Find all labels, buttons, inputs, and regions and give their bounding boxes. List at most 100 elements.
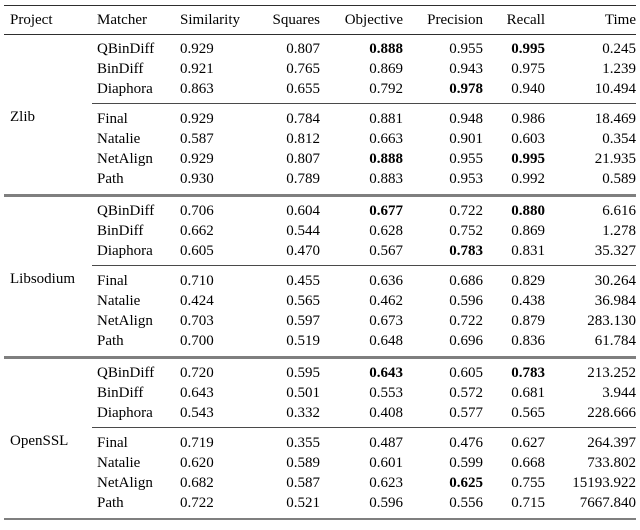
col-header-similarity: Similarity: [176, 5, 264, 35]
results-table: Project Matcher Similarity Squares Objec…: [4, 5, 636, 520]
time-cell: 264.397: [545, 427, 636, 453]
time-cell: 35.327: [594, 243, 636, 259]
table-row: BinDiff 0.921 0.765 0.869 0.943 0.975 1.239: [4, 59, 636, 79]
matcher-cell: BinDiff: [97, 223, 144, 239]
col-header-matcher: Matcher: [92, 5, 176, 35]
objective-cell: 0.883: [369, 171, 403, 187]
time-cell: 3.944: [602, 385, 636, 401]
precision-cell: 0.625: [449, 475, 483, 491]
table-row: Natalie 0.620 0.589 0.601 0.599 0.668 733.802: [4, 453, 636, 473]
precision-cell: 0.577: [449, 405, 483, 421]
precision-cell: 0.783: [449, 243, 483, 259]
precision-cell: 0.752: [449, 223, 483, 239]
time-cell: 61.784: [594, 333, 636, 349]
objective-cell: 0.628: [369, 223, 403, 239]
time-cell: 7667.840: [579, 495, 636, 511]
matcher-cell: BinDiff: [97, 385, 144, 401]
table-row: Diaphora 0.605 0.470 0.567 0.783 0.831 35.327: [4, 241, 636, 266]
matcher-cell: Natalie: [97, 293, 141, 309]
col-header-squares: Squares: [264, 5, 320, 35]
recall-cell: 0.438: [511, 293, 545, 309]
squares-cell: 0.521: [286, 495, 320, 511]
project-label: OpenSSL: [10, 432, 69, 449]
recall-cell: 0.603: [511, 131, 545, 147]
matcher-cell: Final: [92, 427, 176, 453]
similarity-cell: 0.706: [180, 203, 214, 219]
similarity-cell: 0.620: [180, 455, 214, 471]
table-row: Natalie 0.587 0.812 0.663 0.901 0.603 0.354: [4, 129, 636, 149]
objective-cell: 0.792: [369, 81, 403, 97]
squares-cell: 0.501: [286, 385, 320, 401]
squares-cell: 0.589: [286, 455, 320, 471]
recall-cell: 0.829: [483, 265, 545, 291]
recall-cell: 0.627: [483, 427, 545, 453]
matcher-cell: QBinDiff: [97, 365, 155, 381]
table-row: NetAlign 0.703 0.597 0.673 0.722 0.879 283.130: [4, 311, 636, 331]
matcher-cell: Diaphora: [97, 243, 153, 259]
recall-cell: 0.869: [511, 223, 545, 239]
similarity-cell: 0.424: [180, 293, 214, 309]
matcher-cell: Final: [92, 103, 176, 129]
time-cell: 733.802: [587, 455, 636, 471]
similarity-cell: 0.720: [180, 365, 214, 381]
similarity-cell: 0.719: [176, 427, 264, 453]
project-label: Zlib: [10, 108, 35, 125]
time-cell: 0.589: [602, 171, 636, 187]
matcher-cell: NetAlign: [97, 475, 153, 491]
similarity-cell: 0.930: [180, 171, 214, 187]
matcher-cell: Path: [97, 171, 124, 187]
table-row: Path 0.930 0.789 0.883 0.953 0.992 0.589: [4, 169, 636, 196]
squares-cell: 0.604: [286, 203, 320, 219]
table-row: Zlib QBinDiff 0.929 0.807 0.888 0.955 0.995 0.2…: [4, 35, 636, 125]
table-row: Path 0.722 0.521 0.596 0.556 0.715 7667.840: [4, 493, 636, 519]
precision-cell: 0.948: [403, 103, 483, 129]
precision-cell: 0.686: [403, 265, 483, 291]
table-row: Final 0.929 0.784 0.881 0.948 0.986 18.469: [4, 103, 636, 129]
precision-cell: 0.901: [449, 131, 483, 147]
matcher-cell: Final: [92, 265, 176, 291]
table-row: NetAlign 0.929 0.807 0.888 0.955 0.995 21.935: [4, 149, 636, 169]
table-row: NetAlign 0.682 0.587 0.623 0.625 0.755 15193.9…: [4, 473, 636, 493]
precision-cell: 0.572: [449, 385, 483, 401]
similarity-cell: 0.722: [180, 495, 214, 511]
recall-cell: 0.836: [511, 333, 545, 349]
precision-cell: 0.476: [403, 427, 483, 453]
squares-cell: 0.807: [286, 41, 320, 57]
objective-cell: 0.487: [320, 427, 403, 453]
similarity-cell: 0.929: [176, 103, 264, 129]
similarity-cell: 0.863: [180, 81, 214, 97]
similarity-cell: 0.587: [180, 131, 214, 147]
recall-cell: 0.681: [511, 385, 545, 401]
objective-cell: 0.553: [369, 385, 403, 401]
project-group-zlib: Zlib QBinDiff 0.929 0.807 0.888 0.955 0.995 0.2…: [4, 35, 636, 196]
time-cell: 36.984: [594, 293, 636, 309]
table-row: BinDiff 0.662 0.544 0.628 0.752 0.869 1.278: [4, 221, 636, 241]
recall-cell: 0.831: [511, 243, 545, 259]
table-row: BinDiff 0.643 0.501 0.553 0.572 0.681 3.944: [4, 383, 636, 403]
project-label: Libsodium: [10, 270, 76, 287]
recall-cell: 0.975: [511, 61, 545, 77]
time-cell: 21.935: [594, 151, 636, 167]
objective-cell: 0.601: [369, 455, 403, 471]
time-cell: 10.494: [594, 81, 636, 97]
squares-cell: 0.789: [286, 171, 320, 187]
time-cell: 283.130: [587, 313, 636, 329]
objective-cell: 0.648: [369, 333, 403, 349]
squares-cell: 0.655: [286, 81, 320, 97]
recall-cell: 0.940: [511, 81, 545, 97]
precision-cell: 0.953: [449, 171, 483, 187]
squares-cell: 0.587: [286, 475, 320, 491]
time-cell: 6.616: [602, 203, 636, 219]
time-cell: 228.666: [587, 405, 636, 421]
squares-cell: 0.597: [286, 313, 320, 329]
time-cell: 213.252: [587, 365, 636, 381]
time-cell: 1.239: [602, 61, 636, 77]
squares-cell: 0.332: [286, 405, 320, 421]
col-header-precision: Precision: [403, 5, 483, 35]
objective-cell: 0.596: [369, 495, 403, 511]
recall-cell: 0.986: [483, 103, 545, 129]
squares-cell: 0.544: [286, 223, 320, 239]
precision-cell: 0.722: [449, 313, 483, 329]
recall-cell: 0.880: [511, 203, 545, 219]
similarity-cell: 0.682: [180, 475, 214, 491]
